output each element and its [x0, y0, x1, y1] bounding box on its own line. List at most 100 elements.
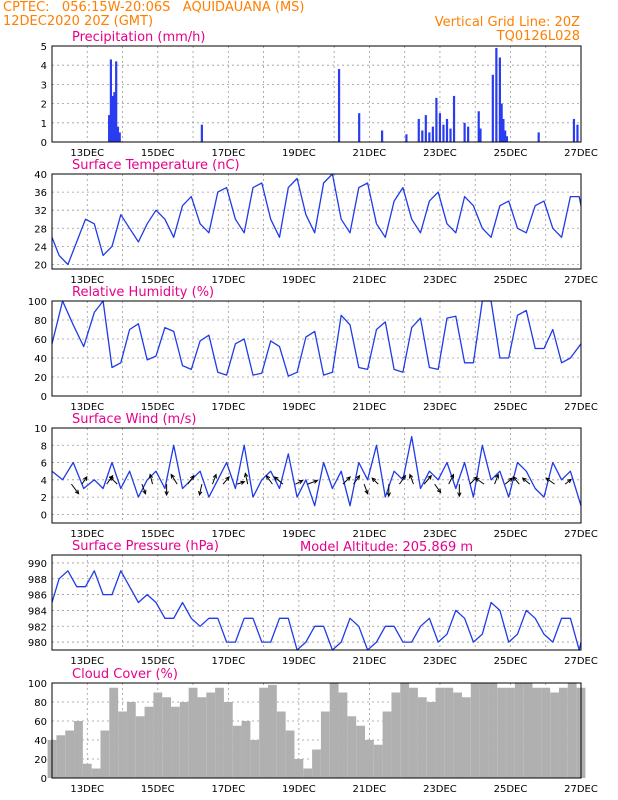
cloud-bar — [109, 687, 119, 778]
cloud-bar — [65, 730, 75, 778]
precip-bar — [505, 136, 509, 142]
panel-title: Surface Temperature (nC) — [72, 158, 240, 173]
cloud-bar — [250, 740, 260, 778]
y-tick-label: 0 — [41, 510, 47, 521]
precip-bar — [442, 124, 445, 142]
y-tick-label: 60 — [34, 335, 47, 346]
precip-bar — [405, 134, 408, 142]
x-tick-label: 17DEC — [211, 148, 245, 159]
x-tick-label: 23DEC — [423, 402, 457, 413]
wind-arrow-head — [567, 478, 573, 484]
precip-bar — [109, 59, 112, 142]
wind-arrow — [274, 476, 284, 485]
wind-arrow-head — [355, 474, 361, 480]
cloud-bar — [567, 683, 577, 778]
y-tick-label: 5 — [41, 42, 47, 53]
wind-arrow — [244, 473, 249, 485]
cloud-bar — [153, 692, 163, 778]
cloud-bar — [417, 697, 427, 778]
precip-bar — [111, 95, 114, 142]
wind-arrow — [187, 475, 195, 485]
x-tick-label: 25DEC — [494, 529, 528, 540]
wind-arrow-head — [436, 488, 442, 494]
panel-5: Cloud Cover (%) 0 20 40 60 80 100 13DEC 15DEC 17D… — [28, 667, 598, 795]
wind-arrow — [423, 475, 432, 485]
wind-arrow-head — [83, 475, 88, 481]
wind-arrow-head — [240, 480, 246, 485]
cloud-bar — [338, 692, 348, 778]
cloud-bar — [409, 687, 418, 778]
panel-frame — [51, 173, 582, 270]
precip-bar — [495, 47, 498, 142]
precip-bar — [504, 130, 507, 142]
y-tick-label: 0 — [41, 138, 47, 149]
precip-bar — [479, 128, 482, 142]
x-tick-label: 17DEC — [211, 784, 245, 795]
cloud-bar — [426, 702, 436, 778]
wind-arrow — [295, 480, 303, 485]
wind-arrow — [545, 477, 555, 485]
wind-arrow — [307, 480, 318, 485]
y-tick-label: 20 — [34, 373, 47, 384]
cloud-bar — [223, 702, 233, 778]
panel-title: Surface Wind (m/s) — [72, 412, 196, 427]
wind-arrow — [149, 474, 153, 485]
wind-arrow — [409, 474, 414, 485]
cloud-bar — [162, 697, 172, 778]
precip-bar — [477, 111, 480, 142]
x-tick-label: 15DEC — [141, 784, 175, 795]
cloud-bar — [391, 692, 401, 778]
x-tick-label: 17DEC — [211, 656, 245, 667]
wind-arrow-head — [474, 477, 480, 482]
header-station-info: CPTEC: 056:15W-20:06S AQUIDAUANA (MS) — [3, 0, 304, 15]
cloud-bar — [514, 683, 524, 778]
cloud-bar — [118, 711, 127, 778]
y-tick-label: 3 — [41, 80, 47, 91]
wind-arrow — [81, 476, 88, 485]
cloud-bar — [268, 684, 277, 778]
wind-arrow-head — [142, 489, 147, 495]
y-tick-label: 10 — [34, 424, 47, 435]
wind-arrow — [342, 476, 351, 485]
precip-bar — [572, 118, 576, 142]
x-tick-label: 23DEC — [423, 784, 457, 795]
x-tick-label: 15DEC — [141, 529, 175, 540]
wind-arrow-head — [273, 476, 279, 481]
precip-bar — [200, 124, 203, 142]
cloud-bar — [276, 711, 286, 778]
y-tick-label: 28 — [34, 224, 47, 235]
x-tick-label: 21DEC — [353, 529, 387, 540]
y-tick-label: 6 — [41, 459, 47, 470]
y-tick-label: 32 — [34, 206, 47, 217]
precip-bar — [421, 130, 424, 142]
x-tick-label: 25DEC — [494, 148, 528, 159]
x-tick-label: 19DEC — [282, 275, 316, 286]
x-tick-label: 13DEC — [70, 784, 104, 795]
y-tick-label: 986 — [28, 591, 47, 602]
x-tick-label: 21DEC — [353, 275, 387, 286]
cloud-bar — [461, 697, 471, 778]
panel-title: Surface Pressure (hPa) — [72, 539, 219, 554]
y-tick-label: 984 — [28, 606, 47, 617]
panel-frame — [51, 682, 582, 779]
y-tick-label: 4 — [41, 476, 47, 487]
y-tick-label: 982 — [28, 622, 47, 633]
cloud-bar — [56, 735, 66, 778]
wind-arrow-head — [371, 477, 377, 483]
cloud-bar — [197, 697, 207, 778]
wind-arrow — [70, 483, 79, 495]
wind-arrow — [475, 477, 485, 485]
cloud-bar — [285, 730, 295, 778]
x-tick-label: 19DEC — [282, 529, 316, 540]
cloud-bar — [188, 687, 198, 778]
y-tick-label: 40 — [34, 170, 47, 181]
y-tick-label: 1 — [41, 119, 47, 130]
wind-arrow-head — [212, 473, 217, 479]
panel-title: Precipitation (mm/h) — [72, 30, 205, 45]
cloud-bar — [532, 687, 542, 778]
cloud-bar — [241, 721, 251, 778]
series-line — [51, 300, 582, 377]
wind-arrow-head — [427, 474, 433, 480]
wind-arrow — [371, 477, 379, 485]
panel-frame — [51, 45, 582, 143]
